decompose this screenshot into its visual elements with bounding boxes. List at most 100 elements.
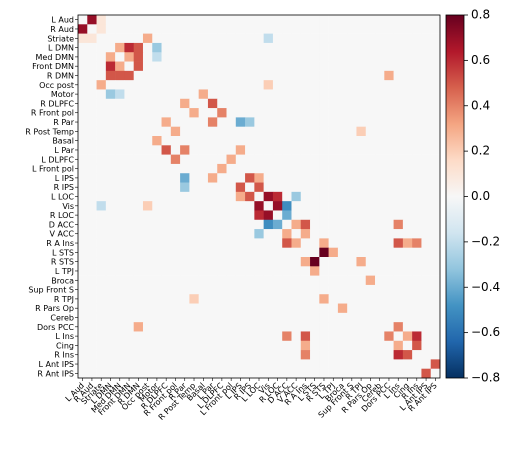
heatmap-cell bbox=[328, 229, 339, 239]
heatmap-cell bbox=[235, 52, 246, 62]
heatmap-cell bbox=[133, 33, 144, 44]
heatmap-cell bbox=[124, 219, 134, 230]
heatmap-cell bbox=[87, 201, 97, 211]
heatmap-cell bbox=[393, 173, 404, 183]
heatmap-cell bbox=[393, 238, 404, 248]
heatmap-cell bbox=[347, 359, 357, 369]
heatmap-cell bbox=[226, 145, 237, 155]
heatmap-cell bbox=[402, 70, 413, 81]
heatmap-cell bbox=[115, 350, 125, 360]
heatmap-cell bbox=[161, 182, 172, 193]
heatmap-cell bbox=[263, 294, 274, 304]
heatmap-cell bbox=[319, 275, 329, 286]
y-tick-label: Occ post bbox=[39, 81, 74, 90]
heatmap-cell bbox=[180, 70, 190, 81]
heatmap-cell bbox=[78, 368, 88, 379]
heatmap-cell bbox=[375, 238, 385, 248]
y-tick-label: Cing bbox=[56, 341, 74, 350]
heatmap-cell bbox=[328, 117, 339, 127]
heatmap-cell bbox=[161, 368, 172, 379]
heatmap-cell bbox=[170, 219, 181, 230]
heatmap-cell bbox=[207, 163, 218, 174]
heatmap-cell bbox=[384, 117, 394, 127]
heatmap-cell bbox=[161, 117, 172, 127]
heatmap-cell bbox=[133, 238, 144, 248]
heatmap-cell bbox=[245, 350, 255, 360]
heatmap-cell bbox=[87, 89, 97, 100]
heatmap-cell bbox=[356, 303, 367, 314]
heatmap-cell bbox=[263, 33, 274, 44]
heatmap-cell bbox=[319, 163, 329, 174]
heatmap-cell bbox=[133, 340, 144, 351]
heatmap-cell bbox=[421, 322, 432, 332]
heatmap-cell bbox=[87, 61, 97, 72]
heatmap-cell bbox=[393, 210, 404, 221]
heatmap-cell bbox=[375, 266, 385, 276]
heatmap-cell bbox=[235, 154, 246, 165]
heatmap-cell bbox=[189, 136, 199, 146]
heatmap-cell bbox=[142, 191, 153, 202]
heatmap-cell bbox=[365, 312, 376, 323]
heatmap-cell bbox=[96, 350, 107, 360]
heatmap-cell bbox=[282, 201, 292, 211]
heatmap-cell bbox=[245, 154, 255, 165]
heatmap-cell bbox=[282, 238, 292, 248]
heatmap-cell bbox=[310, 117, 320, 127]
heatmap-cell bbox=[235, 24, 246, 34]
heatmap-cell bbox=[170, 15, 181, 25]
heatmap-cell bbox=[375, 154, 385, 165]
heatmap-cell bbox=[170, 238, 181, 248]
heatmap-cell bbox=[337, 331, 348, 342]
heatmap-cell bbox=[282, 266, 292, 276]
heatmap-cell bbox=[87, 368, 97, 379]
heatmap-cell bbox=[245, 303, 255, 314]
heatmap-cell bbox=[161, 154, 172, 165]
heatmap-cell bbox=[170, 163, 181, 174]
heatmap-cell bbox=[245, 191, 255, 202]
heatmap-cell bbox=[235, 266, 246, 276]
heatmap-cell bbox=[328, 173, 339, 183]
heatmap-cell bbox=[412, 210, 422, 221]
heatmap-cell bbox=[282, 182, 292, 193]
heatmap-cell bbox=[300, 266, 311, 276]
heatmap-cell bbox=[347, 24, 357, 34]
heatmap-cell bbox=[96, 275, 107, 286]
heatmap-cell bbox=[291, 117, 302, 127]
y-tick-label: D ACC bbox=[49, 220, 75, 229]
heatmap-cell bbox=[124, 331, 134, 342]
heatmap-cell bbox=[282, 24, 292, 34]
heatmap-cell bbox=[189, 108, 199, 118]
heatmap-cell bbox=[310, 331, 320, 342]
heatmap-cell bbox=[310, 368, 320, 379]
heatmap-cell bbox=[310, 145, 320, 155]
heatmap-cell bbox=[198, 191, 209, 202]
heatmap-cell bbox=[180, 15, 190, 25]
heatmap-cell bbox=[365, 108, 376, 118]
heatmap-cell bbox=[226, 229, 237, 239]
heatmap-cell bbox=[421, 229, 432, 239]
heatmap-cell bbox=[152, 98, 162, 109]
heatmap-cell bbox=[78, 89, 88, 100]
heatmap-cell bbox=[189, 322, 199, 332]
heatmap-cell bbox=[356, 368, 367, 379]
heatmap-cell bbox=[245, 145, 255, 155]
heatmap-cell bbox=[217, 350, 227, 360]
heatmap-cell bbox=[115, 70, 125, 81]
heatmap-cell bbox=[347, 163, 357, 174]
heatmap-cell bbox=[402, 126, 413, 137]
heatmap-cell bbox=[263, 229, 274, 239]
heatmap-cell bbox=[105, 33, 116, 44]
heatmap-cell bbox=[180, 173, 190, 183]
heatmap-cell bbox=[170, 303, 181, 314]
heatmap-cell bbox=[124, 61, 134, 72]
heatmap-cell bbox=[96, 173, 107, 183]
heatmap-cell bbox=[189, 257, 199, 267]
heatmap-cell bbox=[375, 191, 385, 202]
heatmap-cell bbox=[152, 52, 162, 62]
heatmap-cell bbox=[300, 126, 311, 137]
heatmap-cell bbox=[300, 210, 311, 221]
heatmap-cell bbox=[412, 98, 422, 109]
heatmap-cell bbox=[384, 98, 394, 109]
heatmap-cell bbox=[245, 201, 255, 211]
